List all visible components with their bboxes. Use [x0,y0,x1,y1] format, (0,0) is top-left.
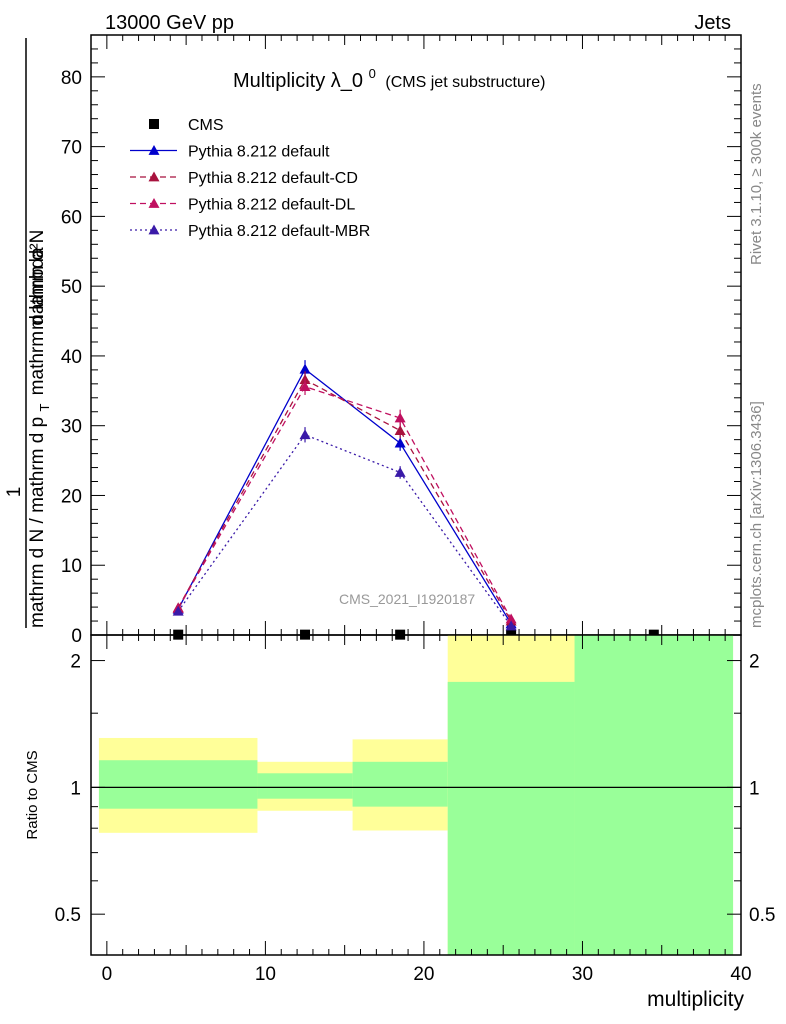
x-tick-label: 30 [572,964,593,985]
top-y-axis-label-denominator: mathrm d N / mathrm d p T mathrm d lambd… [27,247,54,628]
analysis-watermark: CMS_2021_I1920187 [339,591,475,607]
legend-label-pythia-8-212-default-cd: Pythia 8.212 default-CD [188,170,358,187]
data-point-pythia-8-212-default-mbr [299,429,311,440]
top-y-axis-label-one: 1 [4,487,25,498]
legend-marker-pythia-8-212-default-mbr [148,224,160,235]
x-axis-label: multiplicity [647,988,744,1011]
data-point-pythia-8-212-default-mbr [394,466,406,477]
top-panel-series [177,368,512,627]
legend-label-pythia-8-212-default-dl: Pythia 8.212 default-DL [188,197,355,214]
rivet-version-label: Rivet 3.1.10, ≥ 300k events [748,83,765,265]
legend-marker-cms [149,119,159,129]
top-y-tick-label: 10 [61,556,82,577]
x-tick-label: 0 [102,964,113,985]
top-y-tick-label: 60 [61,207,82,228]
ratio-y-tick-label-right: 2 [749,652,760,673]
data-point-pythia-8-212-default [299,363,311,374]
data-point-pythia-8-212-default-mbr [505,620,517,631]
chart-subtitle: (CMS jet substructure) [385,74,545,91]
legend-marker-pythia-8-212-default [148,145,160,155]
legend-marker-pythia-8-212-default-cd [148,171,160,182]
ratio-y-tick-label-right: 1 [749,778,760,799]
ratio-panel-ticks [91,635,742,955]
top-panel: 0 10 20 30 40 50 60 70 80 [61,34,742,647]
ratio-panel-frame [90,634,742,956]
top-y-axis-label-den-main: mathrm d N / mathrm d p [27,417,48,628]
header-energy-label: 13000 GeV pp [105,12,234,34]
ratio-y-tick-label: 2 [70,652,81,673]
x-tick-label: 40 [730,964,751,985]
ratio-y-tick-label-right: 0.5 [749,905,775,926]
top-y-tick-label: 30 [61,417,82,438]
top-y-axis-label: 1 mathrm d²N mathrm d N / mathrm d p T m… [4,38,54,628]
top-y-axis-label-den-tail: mathrm d lambda [27,247,48,395]
data-point-pythia-8-212-default-dl [299,381,311,392]
data-point-pythia-8-212-default-cd [394,425,406,435]
series-line-pythia-8-212-default [177,368,512,625]
series-line-pythia-8-212-default-dl [177,385,512,620]
x-tick-label: 20 [413,964,434,985]
top-y-tick-label: 50 [61,277,82,298]
header-process-label: Jets [694,12,731,34]
top-y-tick-label: 70 [61,138,82,159]
uncertainty-band-green [447,681,575,955]
ratio-y-tick-label: 1 [70,778,81,799]
legend-label-cms: CMS [188,117,224,134]
legend-label-pythia-8-212-default-mbr: Pythia 8.212 default-MBR [188,223,370,240]
chart-title-superscript: 0 [369,66,376,81]
legend-marker-pythia-8-212-default-dl [148,198,160,208]
top-panel-ticks [91,34,742,636]
top-panel-y-tick-labels: 0 10 20 30 40 50 60 70 80 [61,68,82,647]
series-line-pythia-8-212-default-cd [177,378,512,622]
legend: CMS Pythia 8.212 default Pythia 8.212 defa… [130,117,370,240]
ratio-panel-bands [98,635,734,955]
data-point-pythia-8-212-default-mbr [172,605,184,616]
ratio-y-tick-label: 0.5 [55,905,81,926]
top-y-axis-label-numerator: mathrm d²N [27,230,48,330]
uncertainty-band-green [574,635,734,955]
ratio-y-axis-label: Ratio to CMS [24,750,41,839]
ratio-panel: 0.5 0.51 12 20 10 20 30 40 [55,634,776,985]
chart-title-main: Multiplicity λ_0 [233,70,363,92]
uncertainty-band-green [352,761,448,807]
ratio-panel-tick-labels: 0.5 0.51 12 20 10 20 30 40 [55,652,776,985]
mcplots-credit-label: mcplots.cern.ch [arXiv:1306.3436] [748,401,765,628]
uncertainty-band-green [257,773,353,799]
chart-title: Multiplicity λ_0 0 (CMS jet substructure… [233,61,545,92]
top-y-tick-label: 0 [71,626,82,647]
legend-label-pythia-8-212-default: Pythia 8.212 default [188,144,330,161]
uncertainty-band-green [98,760,258,809]
top-y-tick-label: 40 [61,347,82,368]
top-y-tick-label: 20 [61,486,82,507]
data-point-pythia-8-212-default-dl [394,412,406,423]
top-y-axis-label-num-main: mathrm d²N [27,230,48,330]
x-tick-label: 10 [255,964,276,985]
top-y-axis-label-den-sub: T [37,404,52,412]
top-y-tick-label: 80 [61,68,82,89]
data-point-pythia-8-212-default [394,437,406,448]
data-point-pythia-8-212-default-dl [505,613,517,624]
